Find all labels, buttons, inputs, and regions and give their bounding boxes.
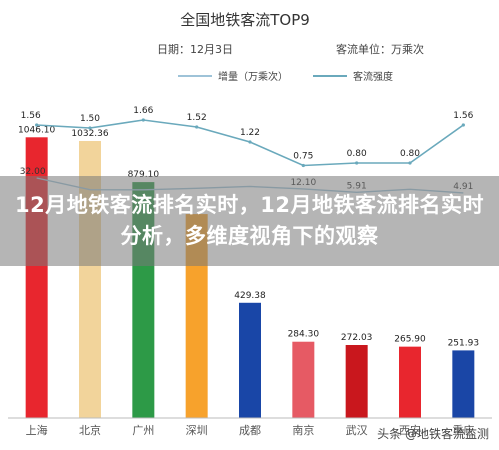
bar-value-label-1: 1032.36 [71, 129, 108, 139]
chart-unit: 客流单位：万乘次 [336, 42, 424, 56]
x-tick-label-7: 西安 [399, 423, 421, 437]
bars-group: 1046.10 1032.36 879.10 429.38 284.30 272.03 26… [18, 125, 479, 418]
intensity-label-5: 0.75 [293, 152, 313, 162]
bar-8 [452, 350, 475, 418]
intensity-label-3: 1.52 [187, 113, 207, 123]
increment-label-0: 32.00 [20, 167, 46, 177]
watermark-text: 头条 @地铁客流监测 [377, 427, 489, 441]
bar-value-label-6: 272.03 [341, 333, 373, 343]
x-axis-labels: 上海 北京 广州 深圳 成都 南京 武汉 西安 重庆 [26, 423, 475, 437]
x-tick-label-6: 武汉 [346, 424, 368, 437]
intensity-label-1: 1.50 [80, 114, 100, 124]
intensity-label-4: 1.22 [240, 128, 260, 138]
overlay-title: 12月地铁客流排名实时，12月地铁客流排名实时分析，多维度视角下的观察 [15, 193, 484, 248]
bar-6 [345, 345, 368, 418]
legend-intensity-label: 客流强度 [353, 70, 393, 83]
chart-date: 日期：12月3日 [157, 43, 233, 56]
x-tick-label-0: 上海 [26, 423, 48, 437]
intensity-label-8: 1.56 [453, 111, 473, 121]
x-tick-label-3: 深圳 [186, 424, 208, 437]
x-tick-label-4: 成都 [239, 424, 261, 437]
intensity-label-0: 1.56 [21, 111, 41, 121]
bar-4 [239, 302, 261, 418]
chart-title: 全国地铁客流TOP9 [180, 11, 310, 29]
bar-value-label-5: 284.30 [288, 330, 320, 340]
bar-value-label-8: 251.93 [448, 338, 480, 348]
x-tick-label-8: 重庆 [452, 423, 474, 437]
bar-value-label-2: 879.10 [128, 170, 160, 180]
intensity-label-2: 1.66 [133, 106, 153, 116]
intensity-point-3 [195, 125, 199, 129]
intensity-label-6: 0.80 [347, 149, 367, 159]
intensity-line-group: 1.56 1.50 1.66 1.52 1.22 0.75 0.80 0.80 1.56 [21, 106, 474, 168]
bar-value-label-7: 265.90 [394, 335, 426, 345]
x-tick-label-2: 广州 [132, 424, 154, 437]
intensity-point-4 [248, 140, 252, 144]
intensity-point-8 [461, 123, 465, 127]
intensity-point-0 [35, 123, 39, 127]
intensity-point-6 [355, 161, 359, 165]
intensity-point-7 [408, 161, 412, 165]
x-tick-label-5: 南京 [292, 423, 314, 437]
bar-value-label-0: 1046.10 [18, 125, 55, 135]
bar-value-label-4: 429.38 [234, 291, 266, 301]
legend-increment-label: 增量（万乘次） [218, 70, 288, 83]
intensity-point-2 [141, 118, 145, 122]
x-tick-label-1: 北京 [79, 423, 101, 437]
title-overlay-band [0, 176, 499, 266]
intensity-label-7: 0.80 [400, 149, 420, 159]
bar-5 [292, 341, 315, 418]
intensity-point-1 [88, 126, 92, 130]
bar-7 [399, 346, 421, 418]
watermark: 头条 @地铁客流监测 [377, 425, 489, 442]
intensity-point-5 [301, 163, 305, 168]
